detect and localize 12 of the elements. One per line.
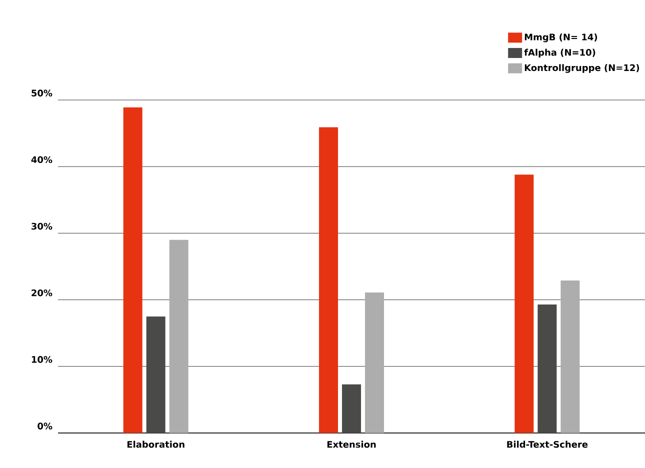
legend-label: Kontrollgruppe (N=12) (524, 64, 640, 73)
x-tick-label: Elaboration (127, 440, 184, 448)
legend-label: fAlpha (N=10) (524, 48, 596, 58)
legend-label: MmgB (N= 14) (524, 33, 598, 42)
y-tick-label: 50% (32, 90, 52, 96)
y-tick-label: 10% (32, 356, 52, 363)
x-tick-label: Extension (327, 440, 376, 448)
y-tick-label: 40% (31, 156, 52, 164)
x-tick-label: Bild-Text-Schere (507, 440, 588, 448)
y-tick-label: 30% (32, 222, 52, 230)
y-tick-label: 0% (38, 422, 52, 430)
y-tick-label: 20% (32, 289, 52, 296)
